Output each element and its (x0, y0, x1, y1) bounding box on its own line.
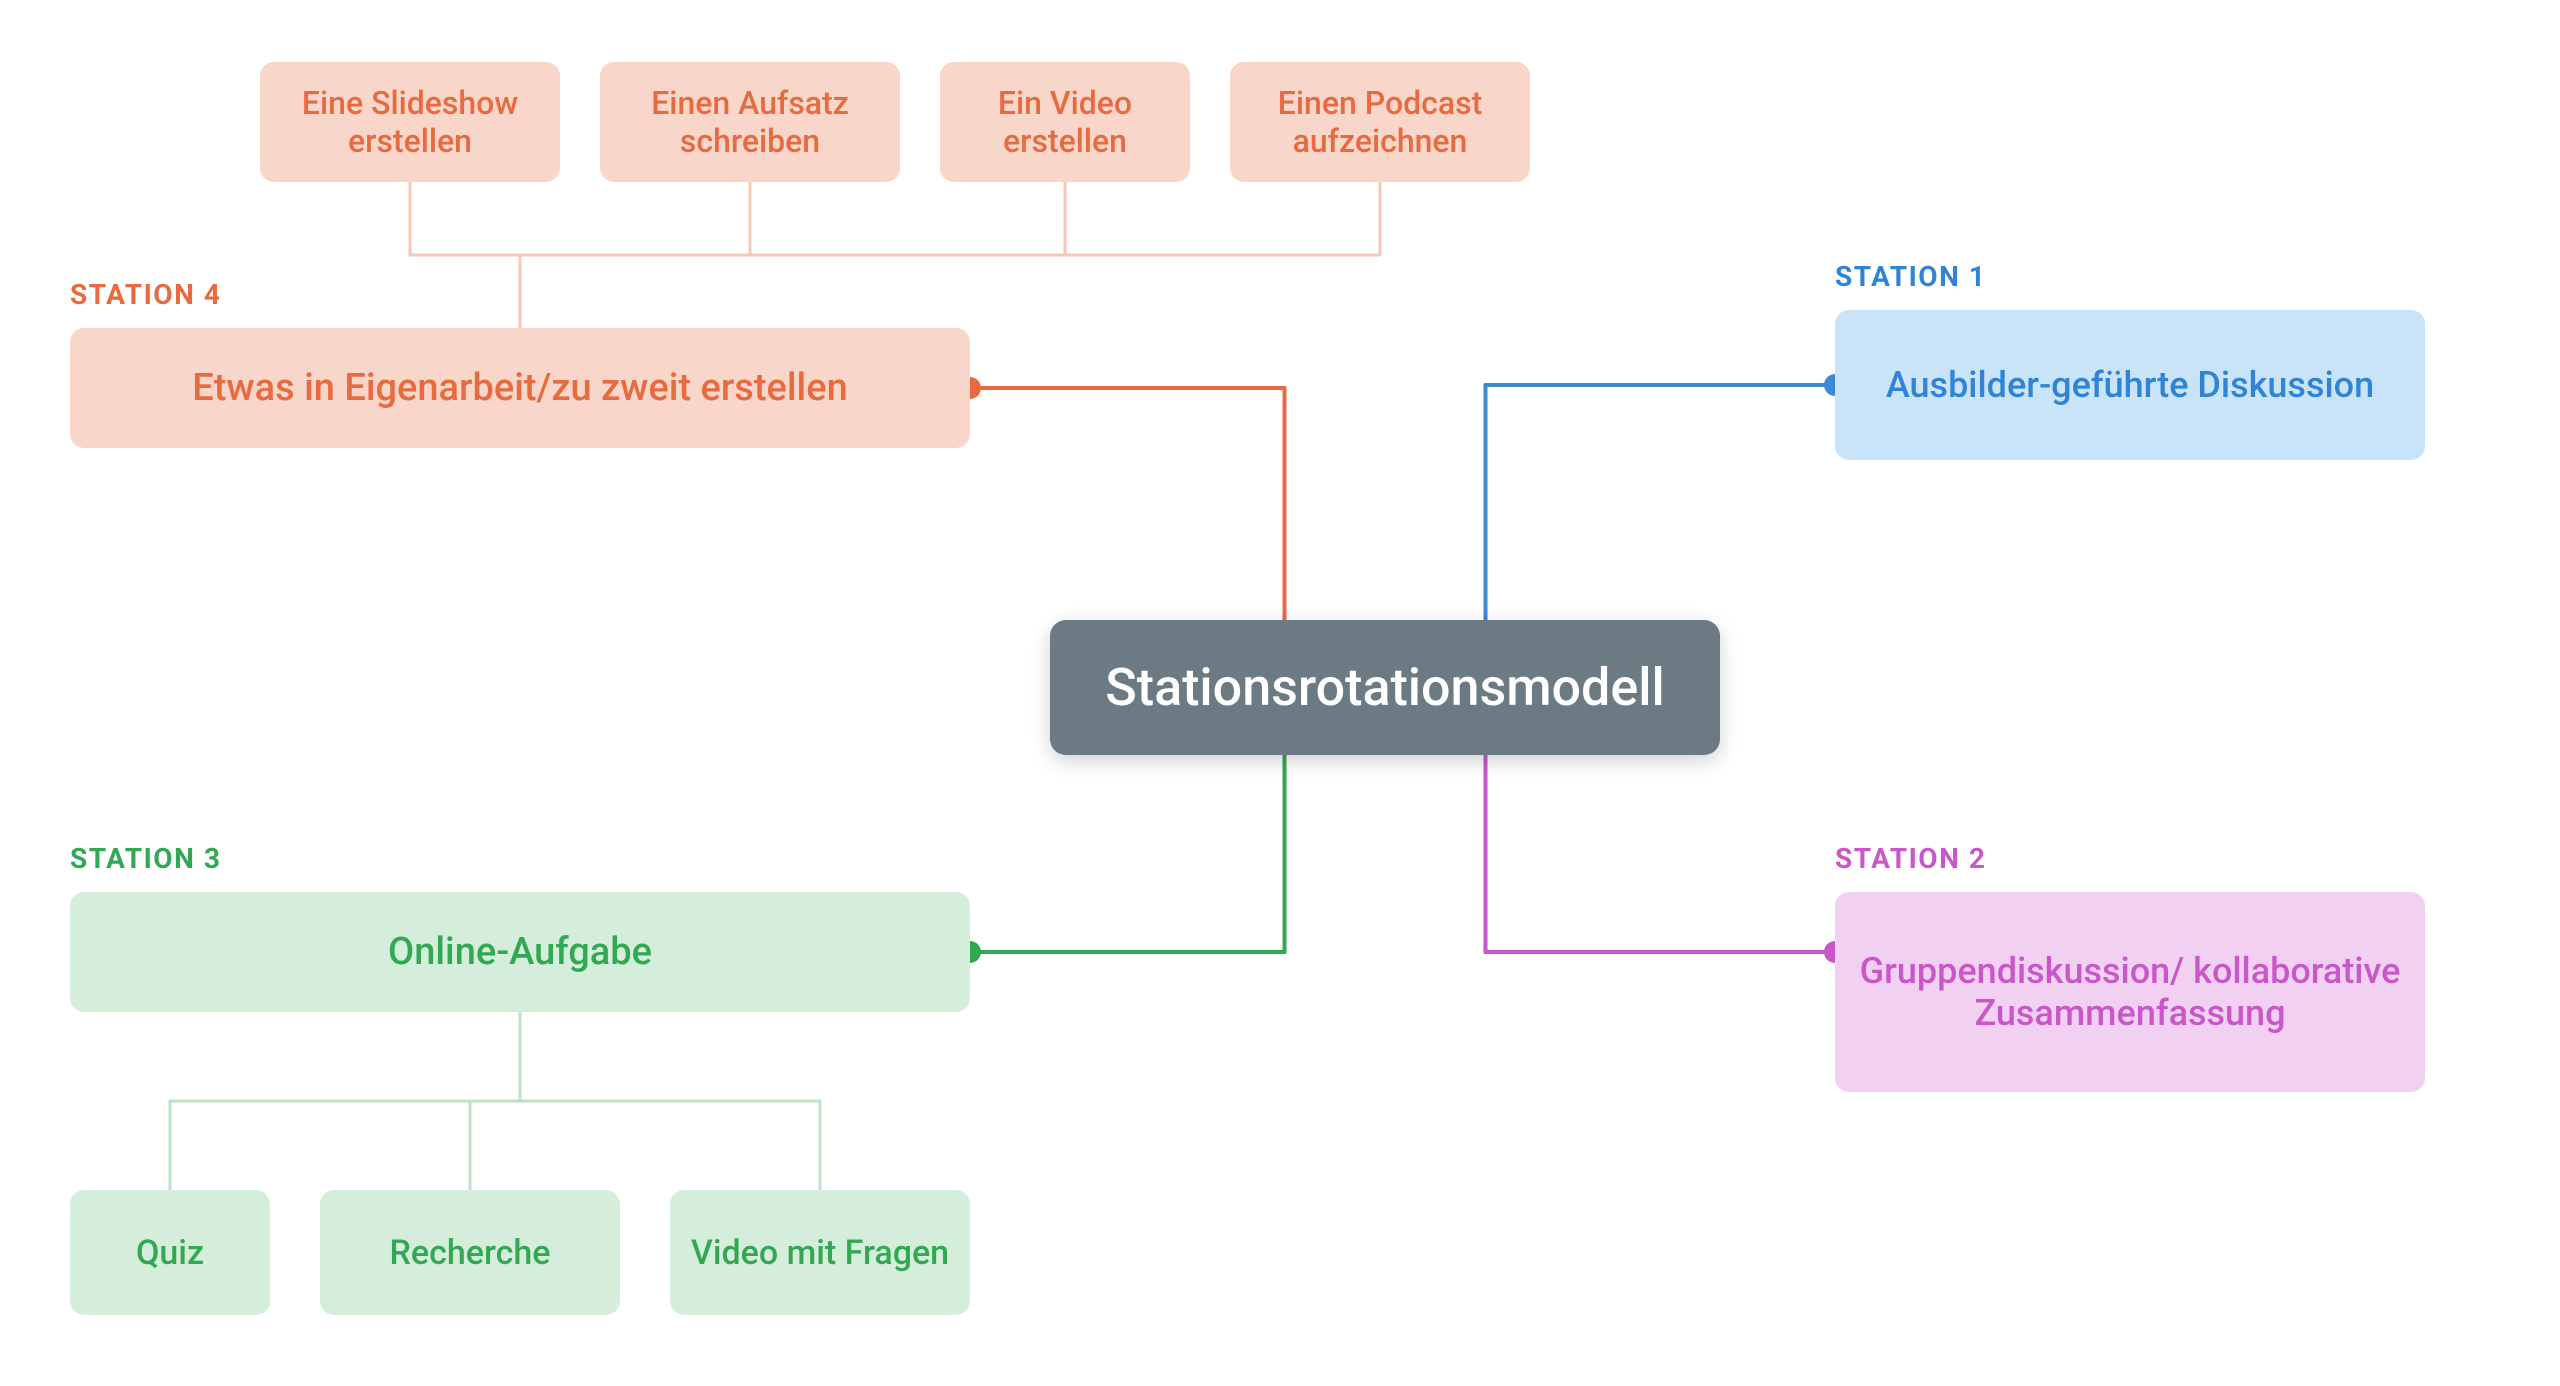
station-4-label: Etwas in Eigenarbeit/zu zweit erstellen (192, 366, 847, 410)
station-3-child: Quiz (70, 1190, 270, 1315)
station-4-tag-text: STATION 4 (70, 278, 221, 311)
station-1-tag-text: STATION 1 (1835, 260, 1986, 293)
station-4-child: Ein Video erstellen (940, 62, 1190, 182)
station-2-box: Gruppendiskussion/ kollaborative Zusamme… (1835, 892, 2425, 1092)
station-3-box: Online-Aufgabe (70, 892, 970, 1012)
station-1-box: Ausbilder-geführte Diskussion (1835, 310, 2425, 460)
station-3-tag-text: STATION 3 (70, 842, 221, 875)
station-3-child: Video mit Fragen (670, 1190, 970, 1315)
center-label: Stationsrotationsmodell (1105, 657, 1664, 718)
station-4-child: Einen Aufsatz schreiben (600, 62, 900, 182)
station-4-child: Einen Podcast aufzeichnen (1230, 62, 1530, 182)
station-2-tag-text: STATION 2 (1835, 842, 1986, 875)
station-1-label: Ausbilder-geführte Diskussion (1886, 364, 2374, 406)
station-1-tag: STATION 1 (1835, 260, 1986, 293)
station-4-child: Eine Slideshow erstellen (260, 62, 560, 182)
station-4-tag: STATION 4 (70, 278, 221, 311)
station-3-tag: STATION 3 (70, 842, 221, 875)
station-2-tag: STATION 2 (1835, 842, 1986, 875)
station-3-label: Online-Aufgabe (388, 930, 652, 974)
station-2-label: Gruppendiskussion/ kollaborative Zusamme… (1853, 950, 2407, 1034)
diagram-canvas: Stationsrotationsmodell STATION 1 Ausbil… (0, 0, 2560, 1386)
station-4-box: Etwas in Eigenarbeit/zu zweit erstellen (70, 328, 970, 448)
center-node: Stationsrotationsmodell (1050, 620, 1720, 755)
station-3-child: Recherche (320, 1190, 620, 1315)
